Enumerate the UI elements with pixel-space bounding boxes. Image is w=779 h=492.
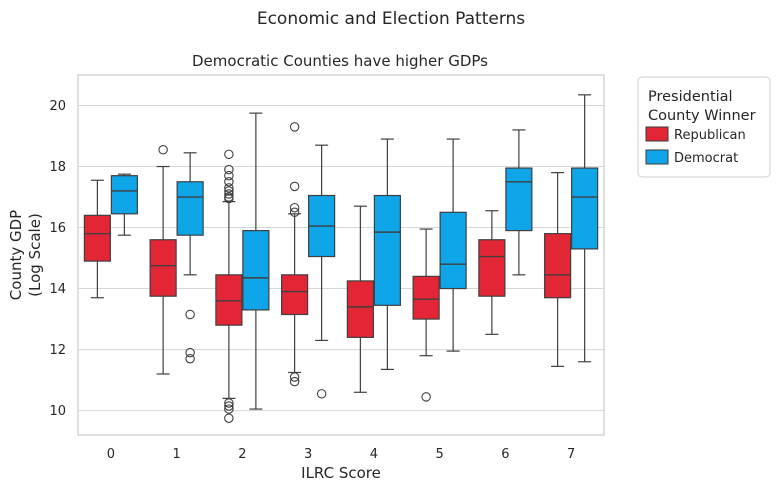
x-tick-label: 3 <box>304 447 312 462</box>
x-tick-labels: 0 1 2 3 4 5 6 7 <box>107 447 576 462</box>
box-iqr <box>242 229 270 311</box>
box-democrat-2 <box>242 112 270 410</box>
outlier-point <box>289 207 300 218</box>
box-democrat-0 <box>110 173 138 236</box>
box-group <box>83 94 599 423</box>
box-iqr <box>149 239 177 297</box>
legend-title-line-2: County Winner <box>648 108 756 124</box>
x-tick-label: 0 <box>107 447 115 462</box>
box-democrat-6 <box>505 129 533 276</box>
legend-label-democrat: Democrat <box>674 151 738 166</box>
y-tick-labels: 10 12 14 16 18 20 <box>49 99 66 419</box>
box-iqr <box>176 181 204 236</box>
outlier-point <box>224 401 234 411</box>
box-iqr <box>571 167 599 250</box>
outlier-point <box>158 144 168 155</box>
legend-label-republican: Republican <box>674 128 746 143</box>
legend-swatch-republican <box>645 126 669 142</box>
box-iqr <box>412 275 440 320</box>
box-iqr <box>544 233 572 299</box>
box-democrat-7 <box>571 94 599 363</box>
box-iqr <box>346 280 374 338</box>
y-tick-label: 16 <box>49 221 66 236</box>
outlier-point <box>224 177 234 187</box>
y-axis-label: County GDP (Log Scale) <box>7 210 44 300</box>
y-axis-label-line-2: (Log Scale) <box>26 213 44 297</box>
box-iqr <box>215 274 243 326</box>
legend-frame <box>637 76 771 178</box>
x-tick-label: 7 <box>567 447 575 462</box>
box-iqr <box>439 211 467 290</box>
y-tick-label: 14 <box>49 282 66 297</box>
chart-title: Democratic Counties have higher GDPs <box>192 52 488 70</box>
outlier-point <box>224 189 234 199</box>
outlier-point <box>224 149 234 160</box>
box-democrat-4 <box>373 138 401 371</box>
outlier-point <box>185 353 195 364</box>
outlier-point <box>421 392 431 402</box>
y-tick-label: 18 <box>49 160 66 175</box>
box-republican-0 <box>83 179 111 299</box>
box-iqr <box>505 167 533 232</box>
box-republican-3 <box>281 122 309 387</box>
outlier-point <box>224 164 234 175</box>
x-tick-label: 6 <box>501 447 509 462</box>
box-iqr <box>373 194 401 306</box>
x-tick-label: 5 <box>435 447 443 462</box>
box-republican-7 <box>544 172 572 367</box>
box-democrat-5 <box>439 138 467 352</box>
box-iqr <box>83 214 111 262</box>
box-republican-5 <box>412 228 440 402</box>
outlier-point <box>289 181 300 192</box>
outlier-point <box>224 193 234 204</box>
y-tick-label: 12 <box>49 343 66 358</box>
legend-title-line-1: Presidential <box>648 89 733 105</box>
legend: Presidential County Winner Republican De… <box>637 76 771 178</box>
outlier-point <box>289 372 300 382</box>
outlier-point <box>224 170 234 181</box>
box-republican-1 <box>149 144 177 375</box>
box-iqr <box>478 239 506 297</box>
outlier-point <box>289 376 300 387</box>
y-tick-label: 20 <box>49 99 66 114</box>
outlier-point <box>224 183 234 193</box>
x-tick-label: 1 <box>172 447 180 462</box>
outlier-point <box>224 404 234 414</box>
outlier-point <box>224 186 234 196</box>
box-republican-4 <box>346 205 374 393</box>
outlier-point <box>289 202 300 213</box>
box-iqr <box>110 175 138 215</box>
outlier-point <box>185 347 195 358</box>
y-tick-label: 10 <box>49 404 66 419</box>
box-republican-2 <box>215 149 243 423</box>
outlier-point <box>185 309 195 320</box>
box-democrat-1 <box>176 152 204 364</box>
figure-title: Economic and Election Patterns <box>257 9 525 29</box>
x-axis-label: ILRC Score <box>301 464 381 482</box>
y-axis-label-line-1: County GDP <box>7 210 25 300</box>
outlier-point <box>289 122 300 132</box>
box-democrat-3 <box>308 144 336 399</box>
x-tick-label: 4 <box>370 447 378 462</box>
box-republican-6 <box>478 210 506 335</box>
legend-swatch-democrat <box>645 149 669 165</box>
x-tick-label: 2 <box>238 447 246 462</box>
outlier-point <box>224 413 234 423</box>
outlier-point <box>224 398 234 408</box>
box-iqr <box>281 274 309 316</box>
outlier-point <box>316 389 327 399</box>
